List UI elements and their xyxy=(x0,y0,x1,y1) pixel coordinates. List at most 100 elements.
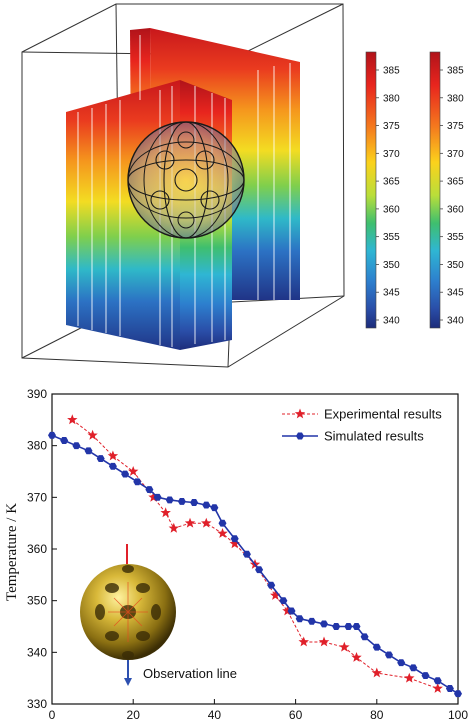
data-point xyxy=(267,581,276,589)
data-point xyxy=(202,501,211,509)
observation-line-label: Observation line xyxy=(143,666,237,681)
data-point xyxy=(201,517,212,528)
colorbar-tick-label: 350 xyxy=(383,260,400,271)
colorbar-tick-label: 360 xyxy=(447,204,464,215)
colorbar-left: 385 380 375 370 365 360 355 350 345 340 xyxy=(365,51,400,329)
colorbar-tick-label: 360 xyxy=(383,204,400,215)
colorbar-tick-label: 370 xyxy=(383,149,400,160)
colorbar-tick-label: 345 xyxy=(447,288,464,299)
data-point xyxy=(165,496,174,504)
data-point xyxy=(108,462,117,470)
data-point xyxy=(318,636,330,647)
legend-marker xyxy=(294,408,306,419)
data-point xyxy=(397,659,406,667)
data-point xyxy=(351,652,362,662)
data-point xyxy=(295,615,304,623)
colorbar-tick-label: 375 xyxy=(383,121,400,132)
sphere-inset: Observation line xyxy=(80,544,237,686)
x-tick-label: 40 xyxy=(208,708,222,722)
data-point xyxy=(372,643,381,651)
data-point xyxy=(96,455,105,462)
data-point xyxy=(184,517,196,528)
data-point xyxy=(84,447,93,455)
data-point xyxy=(445,685,454,692)
x-tick-label: 100 xyxy=(448,708,468,722)
data-point xyxy=(148,491,159,502)
data-point xyxy=(339,641,350,652)
data-point xyxy=(320,620,328,628)
data-point xyxy=(421,672,430,679)
data-point xyxy=(385,651,393,659)
colorbar-tick-label: 380 xyxy=(383,93,400,104)
data-point xyxy=(190,499,199,506)
data-point xyxy=(230,535,239,543)
y-tick-label: 350 xyxy=(27,594,47,608)
colorbar-tick-label: 375 xyxy=(447,121,464,132)
temperature-field-3d: 385 380 375 370 365 360 355 350 345 340 385 380 375… xyxy=(21,3,464,368)
colorbar-tick-label: 350 xyxy=(447,260,464,271)
x-tick-label: 60 xyxy=(289,708,303,722)
y-tick-label: 330 xyxy=(27,697,47,711)
colorbar-tick-label: 340 xyxy=(383,316,400,327)
colorbar-tick-label: 340 xyxy=(447,316,464,327)
legend: Experimental results Simulated results xyxy=(282,407,442,444)
data-point xyxy=(409,664,418,672)
data-point xyxy=(210,504,219,512)
data-point xyxy=(229,538,240,549)
data-point xyxy=(121,470,130,478)
data-point xyxy=(282,605,293,616)
data-point xyxy=(60,437,69,444)
legend-label: Experimental results xyxy=(324,407,442,422)
data-point xyxy=(128,466,139,476)
y-axis-label: Temperature / K xyxy=(4,503,20,601)
colorbar-tick-label: 385 xyxy=(383,66,400,77)
colorbar-tick-label: 355 xyxy=(383,232,400,243)
observation-arrow-icon xyxy=(124,678,132,686)
data-point xyxy=(168,522,179,533)
data-point xyxy=(107,450,119,461)
data-point xyxy=(218,519,227,527)
data-point xyxy=(242,550,251,558)
data-point xyxy=(360,633,369,641)
data-point xyxy=(255,566,264,574)
y-tick-label: 360 xyxy=(27,542,47,556)
colorbar-tick-label: 365 xyxy=(447,177,464,188)
y-tick-label: 390 xyxy=(27,387,47,401)
data-point xyxy=(433,677,442,685)
sphere-model xyxy=(127,121,245,239)
data-point xyxy=(217,528,228,538)
data-point xyxy=(72,442,81,450)
colorbar-tick-label: 370 xyxy=(447,149,464,160)
data-point xyxy=(352,623,361,630)
temperature-line-chart: Temperature / K 0 20 40 60 80 100 330 340 350 360… xyxy=(4,387,468,722)
data-point xyxy=(67,414,78,425)
data-point xyxy=(133,478,142,486)
data-point xyxy=(87,429,98,440)
data-point xyxy=(270,590,281,600)
data-point xyxy=(279,597,288,605)
data-point xyxy=(371,667,382,678)
colorbar-tick-label: 355 xyxy=(447,232,464,243)
x-tick-label: 0 xyxy=(49,708,56,722)
legend-label: Simulated results xyxy=(324,429,424,444)
colorbar-tick-label: 385 xyxy=(447,66,464,77)
data-point xyxy=(332,623,341,630)
data-point xyxy=(160,507,171,518)
x-tick-label: 20 xyxy=(127,708,141,722)
y-tick-label: 340 xyxy=(27,645,47,659)
data-point xyxy=(177,498,186,505)
data-point xyxy=(153,493,162,501)
colorbar-tick-label: 345 xyxy=(383,288,400,299)
data-point xyxy=(145,486,154,493)
data-point xyxy=(287,607,296,615)
series-simulated xyxy=(48,431,462,698)
data-point xyxy=(48,431,56,439)
y-tick-label: 380 xyxy=(27,439,47,453)
colorbar-right: 385 380 375 370 365 360 355 350 345 340 xyxy=(429,51,464,329)
data-point xyxy=(432,683,443,693)
colorbar-tick-label: 365 xyxy=(383,177,400,188)
data-point xyxy=(307,617,316,625)
data-point xyxy=(404,672,415,683)
x-tick-label: 80 xyxy=(370,708,384,722)
data-point xyxy=(298,636,309,647)
